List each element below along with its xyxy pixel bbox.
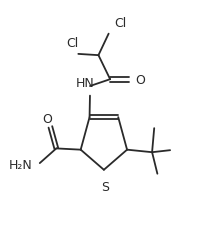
Text: O: O — [42, 113, 52, 126]
Text: Cl: Cl — [66, 37, 78, 50]
Text: H₂N: H₂N — [9, 158, 33, 171]
Text: HN: HN — [76, 76, 95, 89]
Text: O: O — [135, 73, 145, 86]
Text: Cl: Cl — [114, 17, 126, 30]
Text: S: S — [101, 180, 109, 193]
